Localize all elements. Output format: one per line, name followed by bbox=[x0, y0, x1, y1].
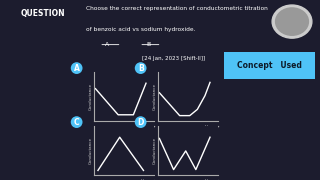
Text: Choose the correct representation of conductometric titration: Choose the correct representation of con… bbox=[86, 6, 268, 11]
Circle shape bbox=[276, 8, 308, 35]
Text: Vₙₐₙₙ  →: Vₙₐₙₙ → bbox=[204, 125, 219, 129]
Circle shape bbox=[272, 5, 312, 38]
Text: A: A bbox=[105, 42, 109, 47]
Text: B: B bbox=[138, 64, 143, 73]
Text: D: D bbox=[138, 118, 144, 127]
Text: of benzoic acid vs sodium hydroxide.: of benzoic acid vs sodium hydroxide. bbox=[86, 27, 196, 32]
Y-axis label: Conductance: Conductance bbox=[89, 137, 93, 164]
Text: [24 Jan, 2023 [Shift-II]]: [24 Jan, 2023 [Shift-II]] bbox=[142, 56, 205, 61]
Y-axis label: Conductance: Conductance bbox=[153, 83, 157, 110]
Text: Vₙₐₙₙ  →: Vₙₐₙₙ → bbox=[204, 179, 219, 180]
Text: A: A bbox=[74, 64, 80, 73]
Text: Concept   Used: Concept Used bbox=[237, 61, 302, 70]
Y-axis label: Conductance: Conductance bbox=[89, 83, 93, 110]
Text: Vₙₐₙₙ  →: Vₙₐₙₙ → bbox=[140, 179, 155, 180]
Y-axis label: Conductance: Conductance bbox=[153, 137, 157, 164]
Text: B: B bbox=[147, 42, 151, 47]
Text: C: C bbox=[74, 118, 79, 127]
Text: Vₙₐₙₙ  →: Vₙₐₙₙ → bbox=[140, 125, 155, 129]
Text: QUESTION: QUESTION bbox=[21, 9, 66, 18]
